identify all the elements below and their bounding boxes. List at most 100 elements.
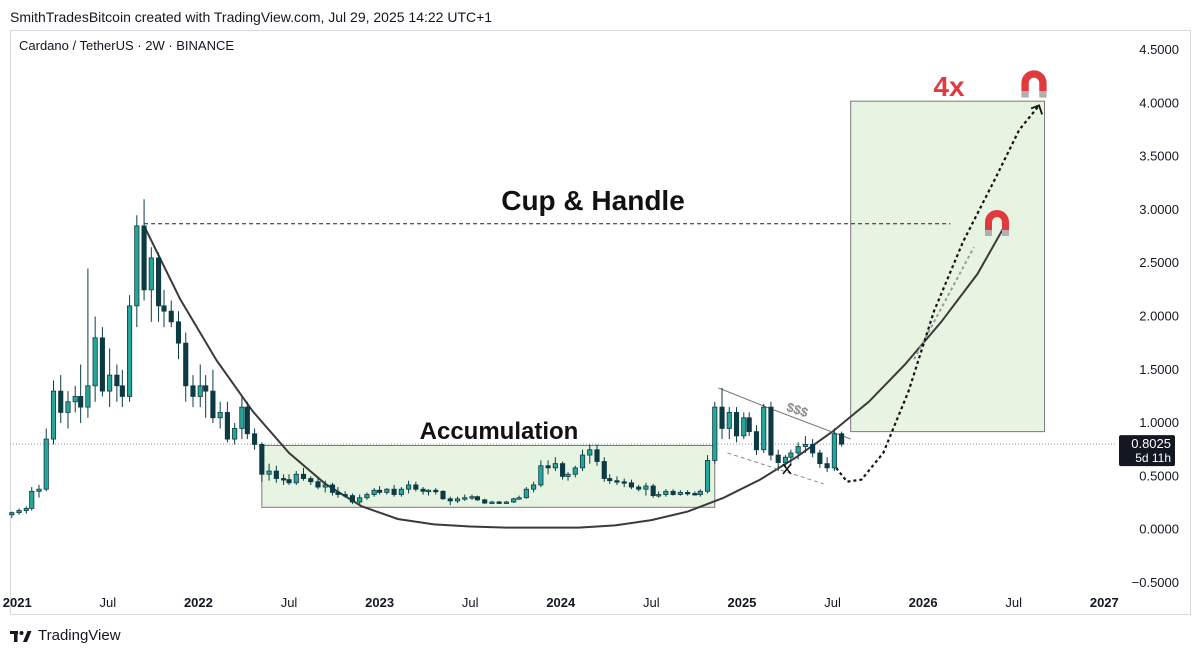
price-tag-value: 0.8025: [1131, 436, 1171, 451]
candle: [795, 442, 801, 460]
candle-body: [315, 481, 321, 488]
candle-body: [58, 390, 64, 413]
candle-body: [342, 494, 348, 497]
y-tick-label: 0.5000: [1139, 468, 1179, 483]
candle: [377, 485, 383, 495]
candle: [741, 412, 747, 440]
candle-body: [643, 485, 649, 490]
candle-body: [364, 494, 370, 499]
candle: [650, 483, 656, 498]
candle-body: [203, 385, 209, 392]
candle: [308, 476, 314, 485]
candle: [342, 491, 348, 498]
candle-body: [775, 454, 781, 463]
candle: [29, 487, 35, 511]
x-tick-label: Jul: [281, 595, 298, 610]
candle: [677, 490, 683, 496]
candle: [266, 463, 272, 481]
labels-layer: Cup & Handle Accumulation 4x $$$: [420, 70, 1047, 475]
candle-body: [753, 431, 760, 451]
candle-body: [523, 488, 529, 499]
y-tick-label: 3.0000: [1139, 202, 1179, 217]
tradingview-logo-icon: [10, 630, 32, 642]
candle: [58, 375, 64, 424]
candle: [210, 369, 216, 424]
candle-body: [259, 444, 265, 475]
candle: [469, 494, 475, 500]
x-tick-label: Jul: [824, 595, 841, 610]
candle: [293, 471, 299, 485]
candle-body: [92, 337, 98, 387]
candle-body: [9, 512, 15, 516]
candle: [545, 460, 551, 475]
candle-body: [469, 496, 475, 499]
candle-body: [489, 501, 495, 504]
y-tick-label: 1.5000: [1139, 362, 1179, 377]
candle-body: [413, 484, 419, 490]
candle-body: [16, 510, 22, 514]
x-tick-label: Jul: [643, 595, 660, 610]
candle: [802, 435, 808, 453]
candle-body: [839, 433, 845, 445]
candle-body: [636, 486, 642, 490]
candle-body: [107, 374, 113, 392]
candle-body: [65, 401, 71, 413]
candle-body: [628, 482, 635, 488]
candle: [782, 455, 789, 468]
price-tag-bg: [1119, 435, 1175, 467]
candle-body: [29, 490, 35, 509]
candle: [565, 472, 571, 481]
candle-body: [141, 225, 147, 291]
candle: [746, 412, 752, 436]
candle-body: [50, 390, 57, 440]
candle: [704, 455, 711, 494]
candle-body: [266, 470, 272, 475]
candle: [252, 428, 258, 450]
candle-body: [802, 444, 808, 447]
candle: [50, 380, 57, 445]
candle-body: [224, 412, 230, 440]
candle-body: [420, 488, 426, 492]
candle: [817, 449, 823, 468]
candle-body: [511, 498, 517, 503]
candle: [239, 396, 245, 440]
candle: [141, 199, 147, 301]
candle: [92, 316, 98, 402]
candle-body: [85, 385, 91, 408]
candle: [560, 461, 566, 480]
candle-body: [587, 449, 593, 456]
candle: [161, 289, 167, 328]
candle-body: [357, 497, 363, 503]
accumulation-layer: [261, 444, 716, 508]
y-tick-label: 4.5000: [1139, 42, 1179, 57]
candle: [761, 403, 767, 453]
candle-body: [726, 412, 732, 429]
candle-body: [349, 495, 355, 503]
candle-body: [43, 438, 49, 490]
candle: [43, 428, 49, 492]
candle: [831, 428, 837, 472]
candle-body: [433, 489, 439, 493]
candle-body: [99, 337, 105, 392]
candle: [322, 480, 328, 493]
candle: [364, 492, 370, 500]
candle: [474, 495, 481, 501]
candle-body: [300, 473, 307, 479]
candle: [114, 364, 120, 402]
candle-body: [697, 490, 703, 495]
cup-curve: [143, 225, 1006, 529]
candle: [579, 449, 586, 472]
magnet-icon-top: [1021, 70, 1047, 98]
candle: [697, 489, 703, 497]
y-tick-label: 4.0000: [1139, 95, 1179, 110]
candle-body: [545, 465, 551, 469]
candles-layer: [9, 199, 845, 518]
candle: [286, 474, 292, 485]
candle-body: [810, 444, 816, 454]
candle: [685, 490, 691, 496]
candle-body: [406, 484, 412, 490]
candle-body: [601, 461, 607, 479]
candle-body: [398, 488, 404, 495]
candle-body: [761, 406, 767, 451]
